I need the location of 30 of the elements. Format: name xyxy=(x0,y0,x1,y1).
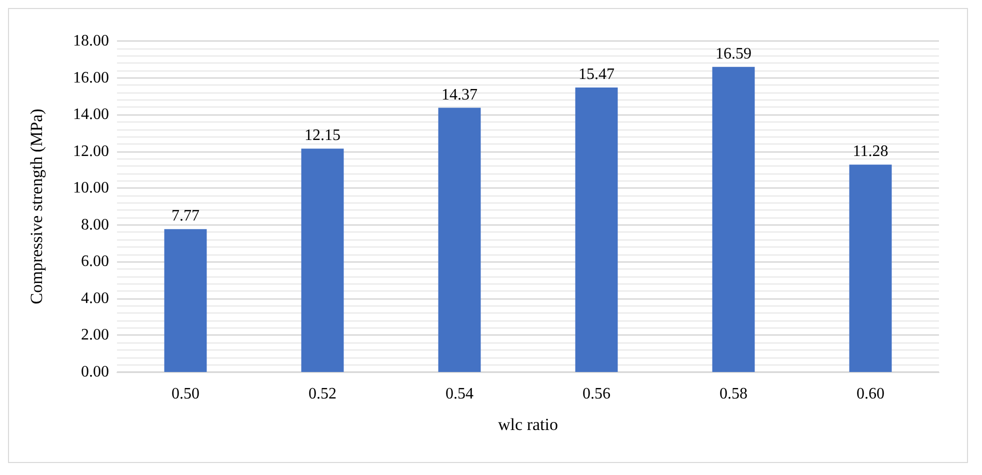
bar xyxy=(712,66,755,372)
y-tick-label: 10.00 xyxy=(73,180,109,197)
data-label: 12.15 xyxy=(304,127,340,144)
data-label: 15.47 xyxy=(578,66,614,84)
x-tick-label: 0.58 xyxy=(720,386,748,402)
x-axis-title: wlc ratio xyxy=(498,415,558,434)
data-label: 16.59 xyxy=(716,45,752,62)
x-tick-label: 0.56 xyxy=(582,386,610,402)
x-tick-label: 0.54 xyxy=(446,386,474,402)
x-tick-label: 0.60 xyxy=(856,386,884,402)
bar xyxy=(301,148,344,372)
y-tick-label: 8.00 xyxy=(81,216,109,234)
y-tick-label: 12.00 xyxy=(73,142,109,160)
y-tick-label: 4.00 xyxy=(81,290,109,307)
data-label: 11.28 xyxy=(852,143,888,160)
x-tick-label: 0.52 xyxy=(308,386,336,402)
y-tick-label: 14.00 xyxy=(73,106,109,124)
y-tick-label: 16.00 xyxy=(73,69,109,86)
data-label: 7.77 xyxy=(172,208,200,225)
y-tick-label: 0.00 xyxy=(81,364,109,380)
y-tick-label: 2.00 xyxy=(81,326,109,344)
bar xyxy=(849,164,892,372)
bar xyxy=(438,108,481,372)
y-tick-label: 18.00 xyxy=(73,32,109,50)
x-tick-label: 0.50 xyxy=(172,386,200,402)
bar xyxy=(575,88,618,372)
y-axis-title: Compressive strength (MPa) xyxy=(27,108,46,304)
data-label: 14.37 xyxy=(442,86,478,104)
bar xyxy=(164,229,207,372)
y-tick-label: 6.00 xyxy=(81,253,109,270)
